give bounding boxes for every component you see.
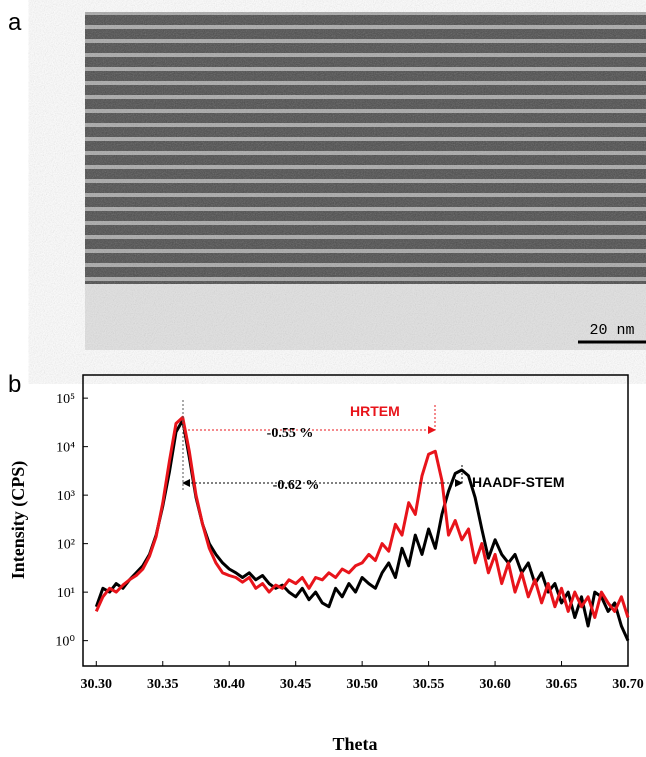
x-tick-label: 30.40 bbox=[213, 677, 245, 692]
x-axis-label: Theta bbox=[333, 734, 378, 754]
x-tick-label: 30.65 bbox=[546, 677, 578, 692]
y-tick-label: 10⁴ bbox=[56, 441, 75, 456]
annotation: HAADF-STEM bbox=[472, 474, 565, 490]
x-tick-label: 30.60 bbox=[479, 677, 511, 692]
y-tick-label: 10⁵ bbox=[56, 392, 75, 407]
panel-label: b bbox=[8, 371, 21, 398]
annotation: -0.55 % bbox=[267, 426, 314, 441]
annotation: HRTEM bbox=[350, 403, 400, 419]
plot-frame bbox=[82, 374, 629, 667]
scale-bar-label: 20 nm bbox=[589, 322, 634, 339]
series-line bbox=[94, 415, 630, 619]
arrow-head bbox=[428, 426, 436, 434]
x-tick-label: 30.70 bbox=[612, 677, 644, 692]
x-tick-label: 30.50 bbox=[346, 677, 378, 692]
tem-noise bbox=[85, 12, 646, 350]
x-tick-label: 30.45 bbox=[280, 677, 312, 692]
panel-label: a bbox=[8, 9, 22, 36]
x-tick-label: 30.35 bbox=[147, 677, 179, 692]
y-axis-label: Intensity (CPS) bbox=[8, 461, 29, 580]
series-line bbox=[94, 418, 630, 642]
annotation: -0.62 % bbox=[273, 478, 320, 493]
y-tick-label: 10² bbox=[57, 538, 75, 553]
y-tick-label: 10¹ bbox=[57, 586, 75, 601]
y-tick-label: 10⁰ bbox=[55, 635, 75, 650]
x-tick-label: 30.30 bbox=[81, 677, 113, 692]
x-tick-label: 30.55 bbox=[413, 677, 445, 692]
y-tick-label: 10³ bbox=[57, 489, 75, 504]
